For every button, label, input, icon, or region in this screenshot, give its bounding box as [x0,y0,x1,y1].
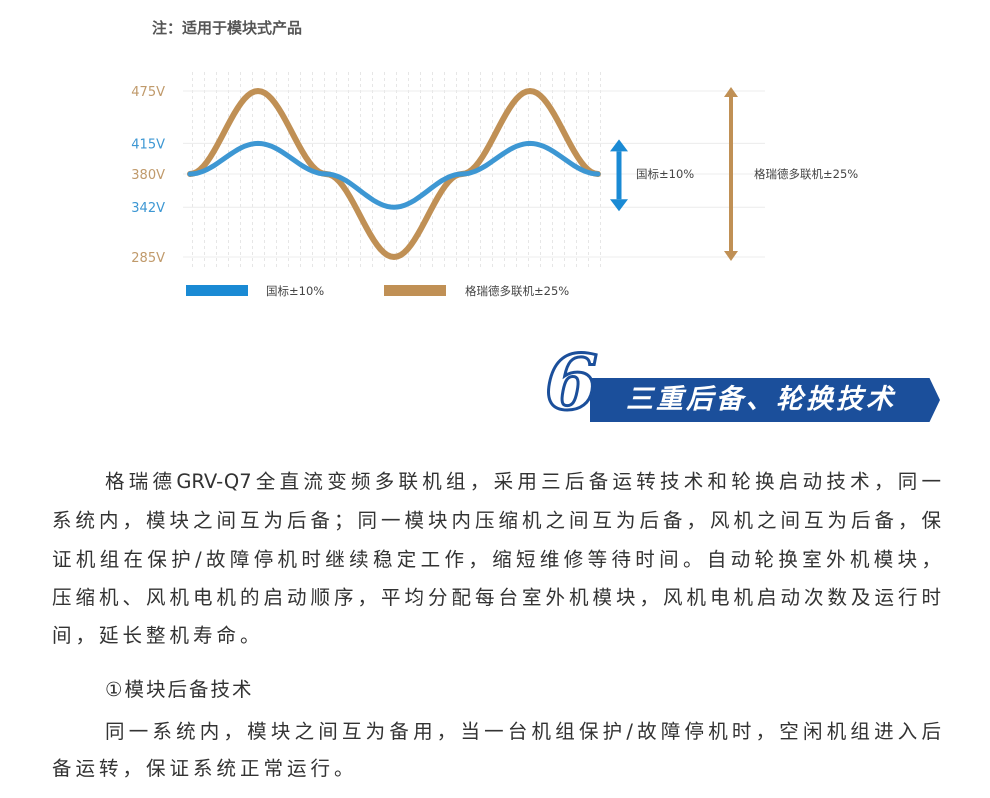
y-tick-label: 475V [131,85,165,100]
arrow-up-icon [724,87,738,97]
y-tick-label: 380V [131,168,165,183]
legend-swatch [384,285,446,296]
body-line: 压缩机、风机电机的启动顺序，平均分配每台室外机模块，风机电机启动次数及运行时 [52,586,941,609]
voltage-chart: 475V 415V 380V 342V 285V 国标±10% 格瑞德多联机±25% 国标… [131,70,858,298]
y-tick-label: 415V [131,137,165,152]
section-number: 6 [544,337,600,429]
body-line: 同一系统内，模块之间互为备用，当一台机组保护/故障停机时，空闲机组进入后 [105,720,941,743]
body-line: 系统内，模块之间互为后备；同一模块内压缩机之间互为后备，风机之间互为后备，保 [52,509,941,532]
subheading: ①模块后备技术 [105,678,254,701]
y-tick-label: 342V [131,201,165,216]
legend-label: 国标±10% [266,284,324,298]
section-banner [590,378,940,422]
annotation-label: 格瑞德多联机±25% [754,167,858,181]
body-line: 间，延长整机寿命。 [52,624,264,647]
arrow-up-icon [610,139,628,152]
legend-label: 格瑞德多联机±25% [465,284,569,298]
legend-swatch [186,285,248,296]
arrow-down-icon [610,199,628,212]
annotation-label: 国标±10% [636,167,694,181]
body-line: 备运转，保证系统正常运行。 [52,757,358,780]
body-line: 证机组在保护/故障停机时继续稳定工作，缩短维修等待时间。自动轮换室外机模块， [52,548,941,571]
section-title: 三重后备、轮换技术 [626,384,896,415]
y-tick-label: 285V [131,251,165,266]
chart-note: 注：适用于模块式产品 [152,19,303,37]
series-line [187,140,601,210]
series-line [187,87,601,261]
grid-dots [185,70,603,270]
body-line: 格瑞德GRV-Q7全直流变频多联机组，采用三后备运转技术和轮换启动技术，同一 [105,470,941,493]
arrow-down-icon [724,251,738,261]
